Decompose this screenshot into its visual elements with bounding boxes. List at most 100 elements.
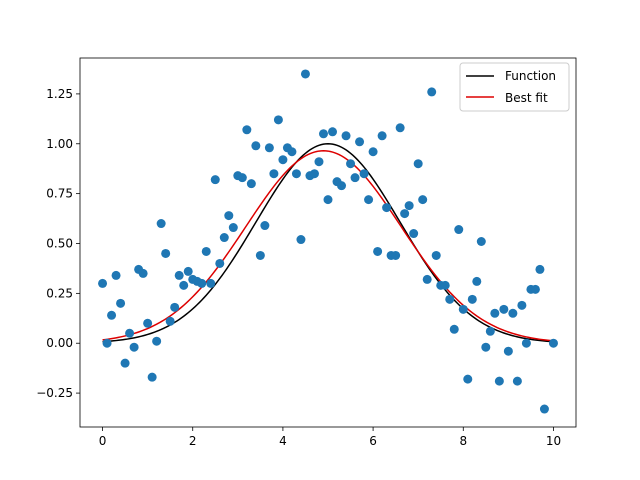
data-point bbox=[517, 300, 527, 310]
data-point bbox=[138, 268, 148, 278]
data-point bbox=[300, 69, 310, 79]
data-point bbox=[314, 157, 324, 167]
data-point bbox=[454, 225, 464, 235]
data-point bbox=[440, 280, 450, 290]
data-point bbox=[291, 169, 301, 179]
data-point bbox=[530, 284, 540, 294]
data-point bbox=[98, 278, 108, 288]
data-point bbox=[278, 155, 288, 165]
data-point bbox=[125, 328, 135, 338]
data-point bbox=[359, 169, 369, 179]
data-point bbox=[341, 131, 351, 141]
data-point bbox=[377, 131, 387, 141]
plot-area bbox=[80, 58, 576, 427]
data-point bbox=[337, 181, 347, 191]
data-point bbox=[404, 201, 414, 211]
data-point bbox=[476, 237, 486, 246]
axes bbox=[79, 57, 577, 428]
data-point bbox=[373, 246, 383, 256]
y-tick-label: −0.25 bbox=[36, 386, 73, 400]
data-point bbox=[273, 115, 283, 125]
data-point bbox=[449, 324, 459, 334]
data-point bbox=[237, 173, 247, 183]
data-point bbox=[143, 318, 153, 328]
legend-label-best-fit: Best fit bbox=[505, 91, 548, 105]
data-point bbox=[219, 233, 229, 243]
data-point bbox=[499, 304, 509, 314]
y-tick-label: 0.00 bbox=[46, 336, 73, 350]
data-point bbox=[364, 195, 374, 205]
y-tick-label: 0.75 bbox=[46, 187, 73, 201]
data-point bbox=[260, 221, 270, 231]
data-point bbox=[472, 276, 482, 286]
function-line bbox=[102, 143, 554, 343]
data-point bbox=[490, 308, 500, 318]
data-point bbox=[512, 376, 522, 386]
data-point bbox=[481, 342, 491, 352]
data-point bbox=[409, 229, 419, 239]
x-tick-label: 4 bbox=[279, 434, 287, 448]
data-point bbox=[174, 270, 184, 280]
data-point bbox=[508, 308, 518, 318]
data-point bbox=[418, 195, 428, 205]
data-point bbox=[309, 169, 319, 179]
y-tick-label: 0.50 bbox=[46, 236, 73, 250]
data-point bbox=[346, 159, 356, 169]
data-point bbox=[224, 211, 234, 221]
data-point bbox=[287, 147, 297, 157]
data-point bbox=[206, 278, 216, 288]
y-axis-ticks: −0.25 0.00 0.25 0.50 0.75 1.00 1.25 bbox=[36, 87, 80, 400]
y-tick-label: 1.00 bbox=[46, 137, 73, 151]
data-point bbox=[395, 123, 405, 133]
data-point bbox=[548, 338, 558, 348]
data-point bbox=[503, 346, 513, 356]
y-tick-label: 1.25 bbox=[46, 87, 73, 101]
data-point bbox=[251, 141, 261, 151]
scatter-points bbox=[98, 69, 558, 414]
data-point bbox=[183, 266, 193, 276]
x-tick-label: 6 bbox=[369, 434, 377, 448]
data-point bbox=[246, 179, 256, 189]
data-point bbox=[170, 302, 180, 312]
plot-frame bbox=[79, 57, 577, 428]
x-tick-label: 10 bbox=[546, 434, 561, 448]
legend-label-function: Function bbox=[505, 69, 556, 83]
x-axis-ticks: 0 2 4 6 8 10 bbox=[99, 427, 561, 448]
data-point bbox=[355, 137, 365, 147]
data-point bbox=[382, 203, 392, 213]
data-point bbox=[201, 246, 211, 256]
legend-frame bbox=[459, 62, 570, 112]
data-point bbox=[129, 342, 139, 352]
data-point bbox=[368, 147, 378, 157]
data-point bbox=[323, 195, 333, 205]
data-point bbox=[485, 326, 495, 336]
data-point bbox=[102, 338, 112, 348]
data-point bbox=[431, 250, 441, 260]
data-point bbox=[165, 316, 175, 326]
data-point bbox=[152, 336, 162, 346]
data-point bbox=[264, 143, 274, 153]
data-point bbox=[156, 219, 166, 229]
data-point bbox=[521, 338, 531, 348]
data-point bbox=[427, 87, 437, 97]
data-point bbox=[328, 127, 338, 137]
data-point bbox=[215, 258, 225, 268]
data-point bbox=[255, 250, 265, 260]
data-point bbox=[116, 298, 126, 308]
legend: Function Best fit bbox=[459, 62, 570, 112]
data-point bbox=[494, 376, 504, 386]
data-point bbox=[318, 129, 328, 139]
data-point bbox=[467, 294, 477, 304]
data-point bbox=[413, 159, 423, 169]
x-tick-label: 8 bbox=[459, 434, 467, 448]
x-tick-label: 0 bbox=[99, 434, 107, 448]
data-point bbox=[269, 169, 279, 179]
data-point bbox=[111, 270, 121, 280]
y-tick-label: 0.25 bbox=[46, 286, 73, 300]
data-point bbox=[463, 374, 473, 384]
data-point bbox=[197, 278, 207, 288]
data-point bbox=[179, 280, 189, 290]
data-point bbox=[458, 304, 468, 314]
data-point bbox=[400, 209, 410, 219]
